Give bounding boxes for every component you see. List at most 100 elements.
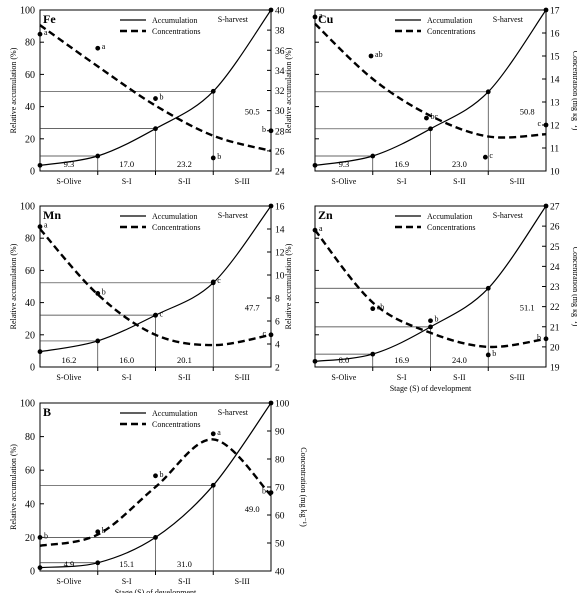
accumulation-point <box>370 351 376 357</box>
stage-label: S-II <box>178 177 191 186</box>
significance-letter: b <box>217 152 221 161</box>
stage-label: S-II <box>178 577 191 586</box>
increment-label: 17.0 <box>119 159 134 169</box>
stage-label: S-I <box>397 177 407 186</box>
stage-label: S-III <box>510 177 525 186</box>
increment-label: 50.5 <box>245 107 260 117</box>
right-tick-label: 10 <box>550 168 560 178</box>
right-tick-label: 23 <box>550 283 560 293</box>
right-tick-label: 40 <box>275 7 285 17</box>
concentration-point <box>95 529 101 535</box>
right-tick-label: 8 <box>275 295 280 305</box>
increment-label: 15.1 <box>119 559 134 569</box>
harvest-label: S-harvest <box>493 211 524 220</box>
right-tick-label: 32 <box>275 87 285 97</box>
concentration-line <box>39 24 272 153</box>
significance-letter: a <box>217 428 221 437</box>
stage-label: S-III <box>235 177 250 186</box>
increment-label: 50.8 <box>520 107 535 117</box>
left-tick-label: 0 <box>30 167 35 178</box>
accumulation-point <box>370 153 376 159</box>
right-tick-label: 60 <box>275 512 285 522</box>
increment-label: 23.0 <box>452 159 467 169</box>
legend-accumulation-label: Accumulation <box>152 16 197 25</box>
accumulation-point <box>312 162 318 168</box>
significance-letter: b <box>160 470 164 479</box>
accumulation-point <box>95 338 101 344</box>
accumulation-point <box>428 126 433 132</box>
right-tick-label: 40 <box>275 568 285 578</box>
right-tick-label: 16 <box>275 203 285 213</box>
stage-label: S-I <box>122 373 132 382</box>
right-tick-label: 17 <box>550 7 560 17</box>
right-tick-label: 70 <box>275 484 285 494</box>
right-tick-label: 12 <box>550 122 560 132</box>
xlabel: Stage (S) of development <box>390 384 472 393</box>
significance-letter: b <box>102 287 106 296</box>
right-tick-label: 19 <box>550 364 560 374</box>
left-tick-label: 60 <box>25 70 35 81</box>
right-tick-label: 28 <box>275 127 285 137</box>
harvest-label: S-harvest <box>218 408 249 417</box>
concentration-point <box>210 431 216 437</box>
concentration-line <box>314 229 547 349</box>
panel-zn: 19 20 21 22 23 24 25 26 27 Relative accumulation … <box>284 203 577 394</box>
increment-label: 47.7 <box>245 303 260 313</box>
significance-letter: c <box>489 151 493 160</box>
accumulation-line <box>39 9 272 166</box>
concentration-point <box>485 352 491 358</box>
right-tick-label: 80 <box>275 456 285 466</box>
significance-letter: a <box>319 224 323 233</box>
right-tick-label: 22 <box>550 303 560 313</box>
right-tick-label: 11 <box>550 145 559 155</box>
stage-label: S-I <box>122 177 132 186</box>
panel-cu: 10 11 12 13 14 15 16 17 Relative accumulation (%… <box>284 7 577 187</box>
accumulation-point <box>95 560 101 566</box>
increment-label: 9.3 <box>64 159 75 169</box>
stage-label: S-III <box>510 373 525 382</box>
left-tick-label: 20 <box>25 533 35 544</box>
significance-letter: b <box>102 526 106 535</box>
legend-concentration-label: Concentrations <box>152 223 200 232</box>
accumulation-point <box>37 349 43 355</box>
increment-label: 51.1 <box>520 303 535 313</box>
concentration-point <box>95 45 101 51</box>
panel-fe: 0 20 40 60 80 100 24 26 28 30 32 34 36 38 40 Relative a… <box>9 6 285 187</box>
left-tick-label: 40 <box>25 102 35 113</box>
significance-letter: b <box>160 93 164 102</box>
accumulation-line <box>39 402 272 569</box>
right-tick-label: 26 <box>550 223 560 233</box>
right-tick-label: 25 <box>550 243 560 253</box>
concentration-point <box>312 14 318 20</box>
significance-letter: c <box>262 329 266 338</box>
legend-accumulation-label: Accumulation <box>152 409 197 418</box>
stage-label: S-Olive <box>56 577 81 586</box>
concentration-point <box>370 306 376 312</box>
concentration-point <box>210 155 216 161</box>
right-tick-label: 30 <box>275 107 285 117</box>
legend-accumulation-label: Accumulation <box>427 212 472 221</box>
right-tick-label: 12 <box>275 249 285 259</box>
significance-letter: b <box>492 349 496 358</box>
right-tick-label: 90 <box>275 428 285 438</box>
increment-label: 20.1 <box>177 355 192 365</box>
right-tick-label: 21 <box>550 323 560 333</box>
right-tick-label: 36 <box>275 47 285 57</box>
significance-letter: a <box>102 42 106 51</box>
left-tick-label: 60 <box>25 466 35 477</box>
concentration-point <box>312 227 318 233</box>
legend-concentration-label: Concentrations <box>427 27 475 36</box>
right-tick-label: 26 <box>275 147 285 157</box>
left-tick-label: 100 <box>20 399 35 410</box>
left-tick-label: 40 <box>25 298 35 309</box>
stage-label: S-I <box>122 577 132 586</box>
significance-letter: ab <box>375 50 383 59</box>
panel-title: Zn <box>318 208 333 222</box>
harvest-label: S-harvest <box>218 211 249 220</box>
significance-letter: b <box>262 487 266 496</box>
stage-label: S-II <box>453 177 466 186</box>
right-tick-label: 24 <box>550 263 560 273</box>
significance-letter: c <box>160 309 164 318</box>
right-tick-label: 38 <box>275 27 285 37</box>
